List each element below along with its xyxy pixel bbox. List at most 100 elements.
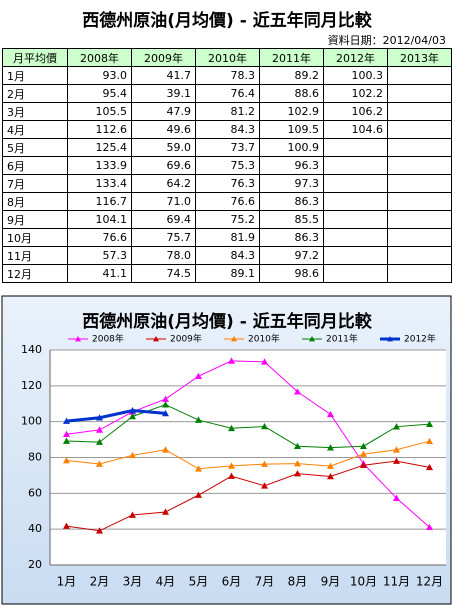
data-point: [261, 460, 268, 467]
table-cell: 2011年: [259, 48, 324, 67]
data-date: 資料日期：2012/04/03: [327, 34, 446, 47]
chart: 西德州原油(月均價) - 近五年同月比較 20 40 60 80 100 120 140 1月…: [1, 295, 452, 605]
data-point: [327, 462, 334, 469]
table-cell: [387, 66, 452, 85]
table-cell: 76.6: [195, 192, 260, 211]
data-point: [96, 438, 103, 445]
table-cell: 89.2: [259, 66, 324, 85]
data-point: [96, 527, 103, 534]
table-cell: 2008年: [67, 48, 132, 67]
data-point: [294, 388, 301, 395]
table-cell: 100.9: [259, 138, 324, 157]
legend-marker: [75, 336, 81, 342]
data-point: [261, 482, 268, 489]
table-cell: 93.0: [67, 66, 132, 85]
table-row: 11月 57.3 78.0 84.3 97.2: [2, 246, 452, 265]
legend-marker: [387, 336, 393, 342]
data-point: [294, 470, 301, 477]
page-title: 西德州原油(月均價) - 近五年同月比較: [82, 11, 372, 31]
table-cell: 125.4: [67, 138, 132, 157]
table-cell: 75.7: [131, 228, 196, 247]
table-cell: 133.4: [67, 174, 132, 193]
legend-label: 2008年: [92, 333, 124, 345]
data-point: [129, 511, 136, 518]
table-cell: 81.2: [195, 102, 260, 121]
table-cell: 98.6: [259, 264, 324, 283]
data-point: [426, 437, 433, 444]
data-point: [426, 523, 433, 530]
table-cell: 84.3: [195, 120, 260, 139]
data-point: [393, 423, 400, 430]
table-cell: 2013年: [387, 48, 452, 67]
data-point: [327, 472, 334, 480]
table-row: 2月 95.4 39.1 76.4 88.6 102.2: [2, 84, 452, 103]
legend-label: 2010年: [248, 333, 280, 345]
data-point: [129, 451, 136, 459]
data-point: [261, 358, 268, 365]
data-point: [228, 424, 235, 432]
table-cell: 109.5: [259, 120, 324, 139]
table-cell: 12月: [2, 264, 68, 283]
x-tick-label: 5月: [189, 575, 209, 589]
legend-marker: [231, 336, 237, 342]
table-cell: 10月: [2, 228, 68, 247]
data-point: [162, 401, 169, 408]
data-point: [327, 410, 334, 418]
table-cell: 116.7: [67, 192, 132, 211]
table-cell: 57.3: [67, 246, 132, 265]
table-cell: [387, 84, 452, 103]
table-cell: [387, 156, 452, 175]
y-tick-label: 60: [28, 486, 42, 499]
data-point: [360, 450, 367, 457]
series-line: [66, 409, 166, 423]
table-cell: 8月: [2, 192, 68, 211]
table-cell: 73.7: [195, 138, 260, 157]
x-tick-label: 10月: [350, 575, 377, 589]
table-cell: [323, 156, 388, 175]
data-point: [195, 416, 202, 423]
x-tick-label: 11月: [383, 575, 410, 589]
table-cell: 86.3: [259, 192, 324, 211]
data-point: [63, 437, 70, 444]
table-cell: 6月: [2, 156, 68, 175]
table-cell: [387, 264, 452, 283]
table-row: 9月 104.1 69.4 75.2 85.5: [2, 210, 452, 229]
table-cell: 49.6: [131, 120, 196, 139]
legend-marker: [309, 336, 315, 342]
x-tick-label: 4月: [156, 575, 176, 589]
y-tick-label: 100: [21, 415, 42, 428]
table-cell: 102.9: [259, 102, 324, 121]
x-tick-label: 2月: [90, 575, 110, 589]
table-cell: 86.3: [259, 228, 324, 247]
table-cell: 41.1: [67, 264, 132, 283]
data-point: [327, 444, 334, 451]
table-cell: 100.3: [323, 66, 388, 85]
data-point: [96, 460, 103, 467]
data-point: [393, 457, 400, 464]
table-cell: [387, 210, 452, 229]
table-cell: [387, 192, 452, 211]
data-point: [195, 372, 202, 379]
table-cell: [387, 138, 452, 157]
table-cell: 11月: [2, 246, 68, 265]
data-point: [360, 442, 367, 450]
table-cell: 96.3: [259, 156, 324, 175]
table-cell: 76.4: [195, 84, 260, 103]
table-cell: 69.6: [131, 156, 196, 175]
table-cell: 102.2: [323, 84, 388, 103]
table-cell: 7月: [2, 174, 68, 193]
table-cell: [387, 102, 452, 121]
table-cell: 2月: [2, 84, 68, 103]
table-cell: 97.3: [259, 174, 324, 193]
x-tick-label: 8月: [288, 575, 308, 589]
table-cell: 112.6: [67, 120, 132, 139]
table-cell: 2010年: [195, 48, 260, 67]
data-point: [129, 412, 136, 420]
table-cell: [323, 210, 388, 229]
table-row: 1月 93.0 41.7 78.3 89.2 100.3: [2, 66, 452, 85]
x-tick-label: 1月: [57, 575, 77, 589]
table-cell: 104.1: [67, 210, 132, 229]
data-point: [294, 442, 301, 450]
data-point: [393, 494, 400, 501]
table-row: 8月 116.7 71.0 76.6 86.3: [2, 192, 452, 211]
